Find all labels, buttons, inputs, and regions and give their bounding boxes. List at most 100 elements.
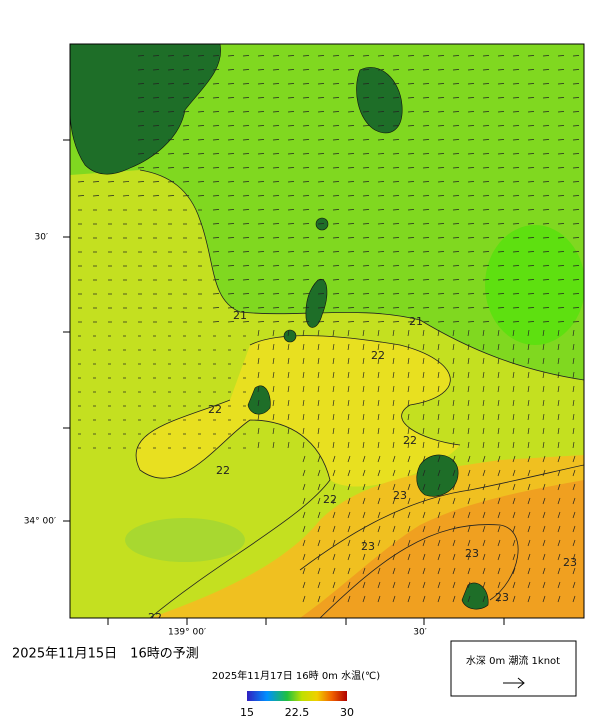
arrow [512,307,520,309]
arrow [437,567,441,575]
colorbar [247,691,347,701]
arrow [362,427,365,435]
arrow [497,441,500,449]
arrow [527,181,535,183]
arrow [272,307,280,309]
arrow [527,441,530,449]
arrow [482,139,490,141]
arrow [542,343,545,351]
arrow [287,97,295,99]
arrow [467,83,475,85]
arrow [467,111,475,113]
arrow [422,469,426,477]
arrow [392,97,400,99]
arrow [407,307,415,309]
arrow [512,497,516,505]
arrow [362,153,370,155]
arrow [227,111,235,113]
arrow [482,455,486,463]
arrow [482,321,490,323]
arrow [212,55,220,57]
arrow [392,497,396,505]
arrow [242,209,250,211]
arrow [437,167,445,169]
contour-label: 22 [403,434,417,447]
arrow [377,497,381,505]
arrow [467,343,470,351]
arrow [362,441,365,449]
arrow [257,111,265,113]
arrow [362,399,365,407]
arrow [557,483,561,491]
arrow [482,469,486,477]
arrow [362,511,366,519]
arrow [467,385,470,393]
arrow [317,167,325,169]
arrow [167,55,175,57]
axis-ticks [63,139,505,625]
arrow [557,343,560,351]
arrow [527,399,530,407]
arrow [392,181,400,183]
arrow [392,321,400,323]
arrow [362,483,366,491]
arrow [347,385,350,393]
arrow [422,343,425,351]
arrow [287,357,290,365]
arrow [392,69,400,71]
contour-label: 23 [563,556,577,569]
arrow [527,497,531,505]
arrow [377,329,380,337]
arrow [527,139,535,141]
arrow [467,55,475,57]
arrow [512,511,516,519]
arrow [332,595,336,603]
arrow [227,181,235,183]
arrow [407,399,410,407]
arrow [407,595,411,603]
arrow [542,195,550,197]
arrow [257,251,265,253]
arrow [317,511,321,519]
contour-label: 21 [409,315,423,328]
arrow [557,539,561,547]
arrow [317,581,321,589]
arrow [482,357,485,365]
arrow [467,139,475,141]
arrow [332,237,340,239]
arrow [167,139,175,141]
arrow [452,321,460,323]
arrow [242,125,250,127]
arrow [287,371,290,379]
arrow [272,371,275,379]
arrow [332,153,340,155]
arrow [437,357,440,365]
arrow [392,525,396,533]
arrow [257,371,260,379]
arrow [377,455,381,463]
arrow [122,181,130,183]
arrow [467,483,471,491]
arrow [512,237,520,239]
arrow [497,595,501,603]
arrow [512,525,516,533]
arrow [392,567,396,575]
arrow [467,581,471,589]
arrow [437,371,440,379]
arrow [482,167,490,169]
arrow [317,125,325,127]
arrow [362,525,366,533]
arrow [542,69,550,71]
arrow [392,553,396,561]
arrow [557,279,565,281]
arrow [332,265,340,267]
arrow [512,321,520,323]
arrow [482,539,486,547]
arrow [497,385,500,393]
arrow [347,525,351,533]
arrow [287,139,295,141]
arrow [197,111,205,113]
arrow [182,139,190,141]
arrow [317,111,325,113]
